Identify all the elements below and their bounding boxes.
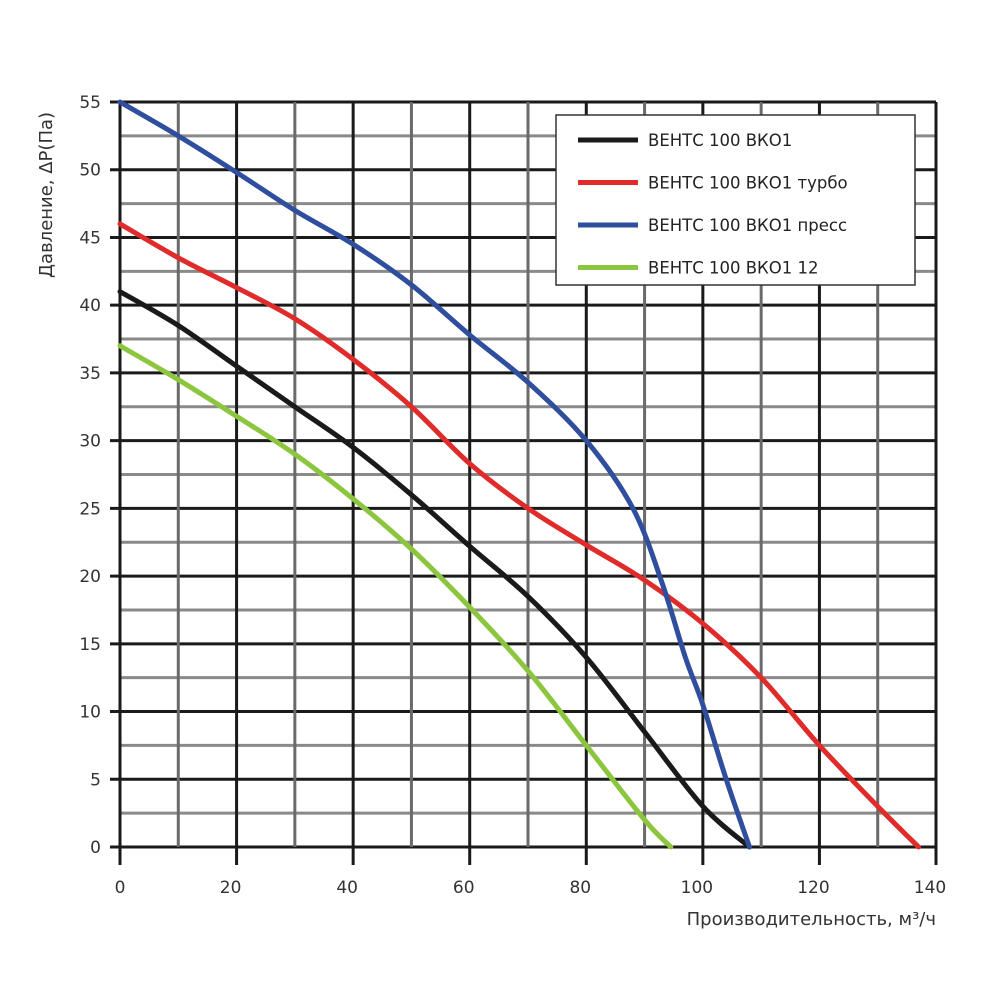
legend-label: ВЕНТС 100 ВКО1 12: [648, 259, 819, 278]
legend-label: ВЕНТС 100 ВКО1: [648, 131, 792, 150]
y-tick-label: 40: [79, 296, 101, 316]
legend-box: [555, 114, 916, 286]
y-tick-label: 50: [79, 161, 101, 181]
x-tick-label: 20: [220, 878, 242, 898]
y-tick-label: 25: [79, 499, 101, 519]
series-line-2: [117, 99, 752, 850]
x-tick-label: 60: [453, 878, 475, 898]
y-tick-label: 35: [79, 364, 101, 384]
y-tick-label: 0: [90, 838, 101, 858]
grid: [110, 100, 938, 865]
y-axis-label: Давление, ΔP(Па): [36, 112, 57, 278]
legend-label: ВЕНТС 100 ВКО1 турбо: [648, 174, 848, 193]
x-tick-label: 80: [569, 878, 591, 898]
series-line-3: [117, 343, 674, 850]
curves: [117, 99, 922, 850]
y-tick-label: 20: [79, 567, 101, 587]
y-tick-label: 10: [79, 703, 101, 723]
x-tick-label: 100: [681, 878, 713, 898]
series-line-0: [117, 289, 752, 850]
x-tick-label: 40: [336, 878, 358, 898]
series-line-1: [117, 221, 922, 850]
x-tick-label: 0: [115, 878, 126, 898]
x-tick-labels: 0 20 40 60 80 100 120 140: [115, 878, 947, 898]
y-tick-label: 5: [90, 770, 101, 790]
y-tick-labels: 0 5 10 15 20 25 30 35 40 45 50 55: [79, 93, 101, 858]
legend-label: ВЕНТС 100 ВКО1 пресс: [648, 216, 847, 235]
y-tick-label: 45: [79, 228, 101, 248]
x-tick-label: 120: [797, 878, 829, 898]
x-axis-label: Производительность, м³/ч: [687, 909, 936, 930]
y-tick-label: 55: [79, 93, 101, 113]
legend: ВЕНТС 100 ВКО1 ВЕНТС 100 ВКО1 турбо ВЕНТС …: [555, 114, 916, 286]
x-tick-label: 140: [914, 878, 946, 898]
y-tick-label: 30: [79, 432, 101, 452]
y-tick-label: 15: [79, 635, 101, 655]
